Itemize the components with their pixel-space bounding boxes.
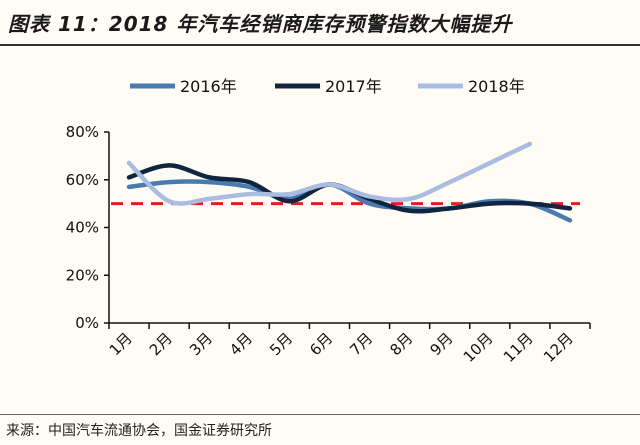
legend-label: 2017年 — [325, 77, 382, 96]
x-tick-label: 12月 — [540, 329, 577, 366]
y-tick-label: 80% — [66, 123, 99, 141]
legend-label: 2016年 — [180, 77, 237, 96]
y-tick-label: 20% — [66, 266, 99, 284]
x-tick-label: 4月 — [226, 329, 256, 359]
x-tick-label: 7月 — [346, 329, 376, 359]
y-tick-label: 0% — [75, 314, 99, 332]
x-tick-label: 2月 — [146, 329, 176, 359]
y-tick-label: 60% — [66, 171, 99, 189]
series-line-2018年 — [126, 141, 533, 206]
x-tick-label: 8月 — [386, 329, 416, 359]
chart-title: 图表 11：2018 年汽车经销商库存预警指数大幅提升 — [8, 12, 513, 36]
legend-label: 2018年 — [468, 77, 525, 96]
x-tick-label: 5月 — [266, 329, 296, 359]
source-divider — [0, 414, 640, 415]
title-divider — [0, 44, 640, 46]
x-tick-label: 1月 — [106, 329, 136, 359]
x-tick-label: 3月 — [186, 329, 216, 359]
source-note: 来源：中国汽车流通协会，国金证券研究所 — [6, 423, 272, 439]
x-tick-label: 11月 — [500, 329, 537, 366]
y-tick-label: 40% — [66, 219, 99, 237]
x-tick-label: 6月 — [306, 329, 336, 359]
x-tick-label: 10月 — [460, 329, 497, 366]
x-tick-label: 9月 — [426, 329, 456, 359]
series-line-2016年 — [126, 179, 573, 223]
